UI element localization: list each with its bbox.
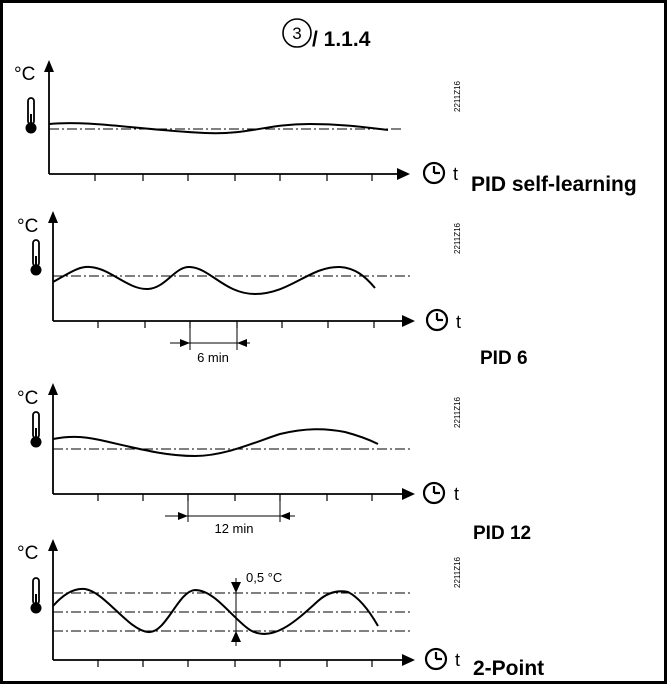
arrow-head-icon <box>231 582 241 593</box>
arrow-head-icon <box>48 383 58 395</box>
temperature-curve <box>52 265 376 296</box>
panel-pid-self-learning: °C 2211Z16 t PID self-learning <box>14 60 637 196</box>
time-symbol: t <box>453 164 458 184</box>
panel-pid-6: °C 6 min 2211Z16 t PID 6 <box>17 211 528 369</box>
interval-label: 6 min <box>197 350 229 365</box>
arrow-head-icon <box>44 60 54 72</box>
temperature-unit: °C <box>14 64 35 85</box>
panel-pid-12: °C 12 min 2211Z16 t PID 12 <box>17 383 531 544</box>
header: 3 / 1.1.4 <box>282 18 371 51</box>
ticks <box>97 321 375 328</box>
arrow-head-icon <box>180 339 190 347</box>
temperature-unit: °C <box>17 388 38 409</box>
drawing-code: 2211Z16 <box>453 222 462 254</box>
drawing-code: 2211Z16 <box>453 556 462 588</box>
reference-code: / 1.1.4 <box>312 28 371 51</box>
arrow-head-icon <box>48 211 58 223</box>
arrow-head-icon <box>402 315 415 327</box>
time-symbol: t <box>454 484 459 504</box>
temperature-unit: °C <box>17 543 38 564</box>
arrow-head-icon <box>178 512 188 520</box>
controller-label: 2-Point <box>473 657 544 680</box>
hysteresis-label: 0,5 °C <box>246 570 282 585</box>
arrow-head-icon <box>397 168 410 180</box>
arrow-head-icon <box>231 631 241 642</box>
controller-label: PID 12 <box>473 523 531 544</box>
ticks <box>94 174 373 181</box>
clock-icon <box>424 647 448 671</box>
step-number: 3 <box>292 24 301 43</box>
arrow-head-icon <box>48 539 58 551</box>
ticks <box>97 660 373 667</box>
arrow-head-icon <box>280 512 290 520</box>
arrow-head-icon <box>402 654 415 666</box>
interval-label: 12 min <box>214 521 253 536</box>
controller-label: PID self-learning <box>471 173 637 196</box>
thermometer-icon <box>29 411 43 449</box>
ticks <box>97 494 373 501</box>
thermometer-icon <box>24 97 38 135</box>
time-symbol: t <box>456 312 461 332</box>
controller-label: PID 6 <box>480 348 528 369</box>
temperature-unit: °C <box>17 216 38 237</box>
clock-icon <box>422 481 446 505</box>
step-number-circle <box>282 18 312 48</box>
panel-2-point: °C 0,5 °C 2211Z16 t 2-Point <box>17 539 544 680</box>
temperature-curve <box>48 122 389 135</box>
temperature-curve <box>52 428 379 458</box>
time-symbol: t <box>455 650 460 670</box>
temperature-curve <box>52 587 379 635</box>
drawing-code: 2211Z16 <box>453 80 462 112</box>
arrow-head-icon <box>402 488 415 500</box>
thermometer-icon <box>29 239 43 277</box>
clock-icon <box>425 308 449 332</box>
clock-icon <box>422 161 446 185</box>
interval-marker <box>165 494 295 522</box>
thermometer-icon <box>29 577 43 615</box>
drawing-code: 2211Z16 <box>453 396 462 428</box>
arrow-head-icon <box>237 339 247 347</box>
